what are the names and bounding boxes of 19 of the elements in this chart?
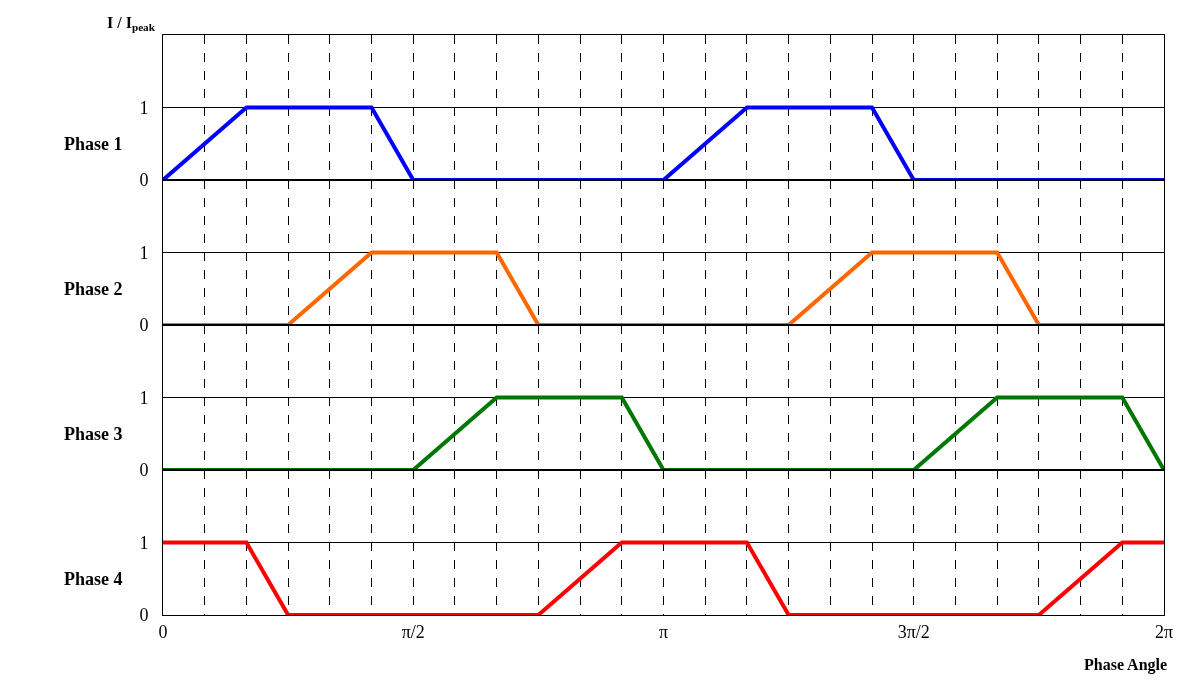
x-tick-label: 0 (158, 621, 168, 642)
y-tick-label: 1 (139, 387, 149, 408)
y-tick-label: 0 (139, 170, 149, 191)
y-tick-label: 0 (139, 315, 149, 336)
x-tick-label: 2π (1154, 621, 1174, 642)
y-axis-title: Phase 4 (64, 569, 123, 589)
x-axis-title: Phase Angle (1084, 656, 1168, 674)
text: I / I$_{peak}$ (107, 14, 156, 34)
y-tick-label: 1 (139, 97, 149, 118)
y-axis-title: Phase 1 (64, 134, 123, 154)
y-tick-label: 0 (139, 605, 149, 626)
y-axis-title: Phase 3 (64, 424, 123, 444)
y-tick-label: 1 (139, 242, 149, 263)
x-tick-label: 3π/2 (897, 621, 930, 642)
x-tick-label: π/2 (401, 621, 425, 642)
y-axis-title: Phase 2 (64, 279, 123, 299)
y-tick-label: 1 (139, 532, 149, 553)
x-tick-label: π (658, 621, 669, 642)
y-tick-label: 0 (139, 460, 149, 481)
